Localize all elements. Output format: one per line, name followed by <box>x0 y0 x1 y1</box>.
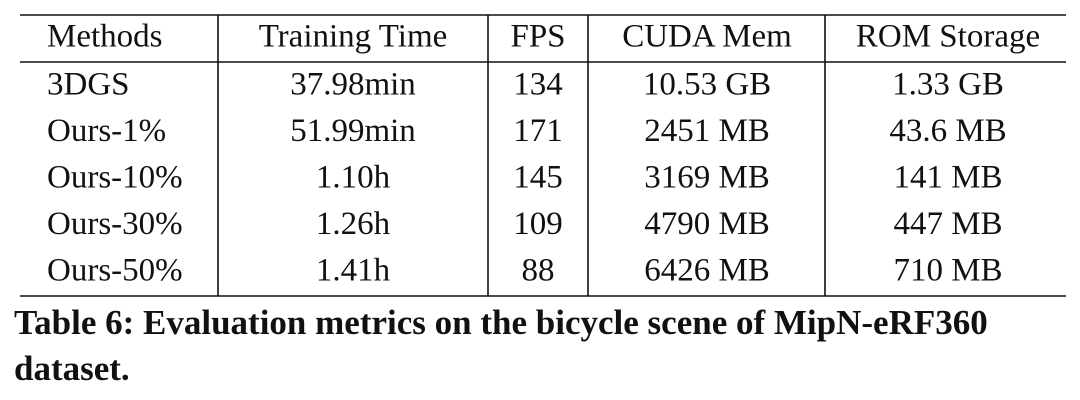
table-cell: 145 <box>513 160 563 196</box>
table-cell: 134 <box>513 67 563 103</box>
table-cell: 1.33 GB <box>892 67 1004 103</box>
table-caption: Table 6: Evaluation metrics on the bicyc… <box>14 303 988 388</box>
table-cell: 10.53 GB <box>643 67 771 103</box>
table-cell: 1.10h <box>316 160 391 196</box>
table-cell: 43.6 MB <box>889 113 1006 149</box>
table-cell: 1.41h <box>316 253 391 289</box>
table-cell: 3DGS <box>47 67 130 103</box>
table-cell: 141 MB <box>893 160 1002 196</box>
table: Methods Training Time FPS CUDA Mem ROM Stora… <box>20 14 1066 297</box>
table-cell: 171 <box>513 113 563 149</box>
table-cell: 88 <box>522 253 555 289</box>
table-cell: 6426 MB <box>644 253 770 289</box>
table-cell: Ours-1% <box>47 113 166 149</box>
table-cell: 2451 MB <box>644 113 770 149</box>
table-cell: 37.98min <box>290 67 416 103</box>
table-cell: Ours-50% <box>47 253 183 289</box>
header-cell: Methods <box>47 19 163 55</box>
header-cell: ROM Storage <box>856 19 1040 55</box>
table-cell: 447 MB <box>893 206 1002 242</box>
header-cell: CUDA Mem <box>622 19 792 55</box>
table-cell: 109 <box>513 206 563 242</box>
table-cell: 710 MB <box>893 253 1002 289</box>
header-cell: FPS <box>510 19 565 55</box>
table-cell: Ours-10% <box>47 160 183 196</box>
table-cell: 4790 MB <box>644 206 770 242</box>
table-cell: 51.99min <box>290 113 416 149</box>
table-cell: 1.26h <box>316 206 391 242</box>
table-cell: Ours-30% <box>47 206 183 242</box>
header-cell: Training Time <box>259 19 448 55</box>
table-cell: 3169 MB <box>644 160 770 196</box>
